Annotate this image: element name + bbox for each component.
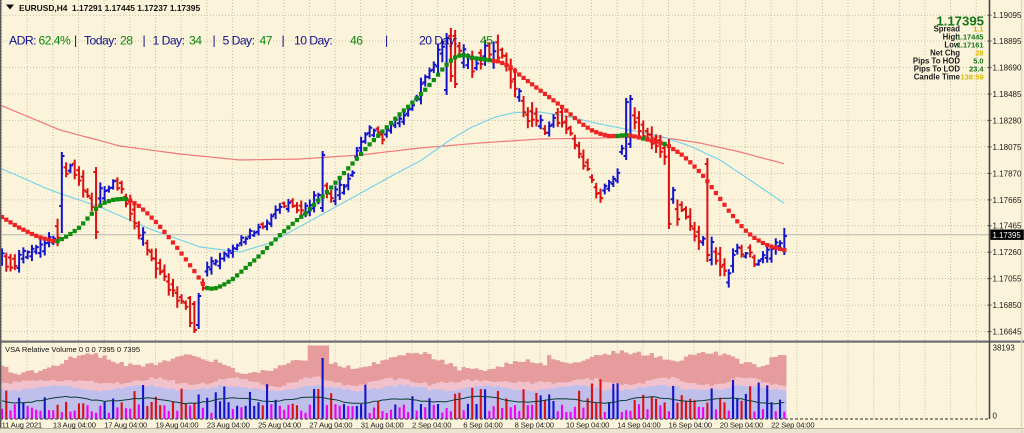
svg-text:5 Day:: 5 Day: (223, 34, 255, 48)
svg-text:1.1: 1.1 (973, 24, 983, 33)
svg-text:High: High (943, 32, 961, 41)
svg-text:Today:: Today: (84, 34, 117, 48)
svg-text:25 Aug 04:00: 25 Aug 04:00 (258, 421, 301, 430)
svg-text:62.4%: 62.4% (39, 34, 72, 48)
svg-text:1.18690: 1.18690 (993, 64, 1022, 73)
svg-text:17 Aug 04:00: 17 Aug 04:00 (104, 421, 147, 430)
svg-text:34: 34 (189, 34, 202, 48)
svg-text:1.17055: 1.17055 (993, 275, 1022, 284)
svg-text:Pips To HOD: Pips To HOD (913, 56, 960, 65)
svg-text:1.18485: 1.18485 (993, 90, 1022, 99)
svg-text:38193: 38193 (993, 344, 1016, 353)
svg-text:20 Day:: 20 Day: (419, 34, 457, 48)
svg-text:1.17465: 1.17465 (993, 222, 1022, 231)
svg-text:11 Aug 2021: 11 Aug 2021 (2, 421, 42, 430)
svg-text:28: 28 (120, 34, 133, 48)
svg-text:|: | (74, 34, 77, 48)
svg-text:1.17870: 1.17870 (993, 169, 1022, 178)
svg-text:10 Sep 04:00: 10 Sep 04:00 (566, 421, 609, 430)
svg-text:20 Sep 04:00: 20 Sep 04:00 (720, 421, 763, 430)
svg-text:Low: Low (944, 40, 961, 49)
svg-text:ADR:: ADR: (9, 34, 36, 48)
svg-text:10 Day:: 10 Day: (294, 34, 332, 48)
svg-text:|: | (385, 34, 388, 48)
svg-text:1.18280: 1.18280 (993, 116, 1022, 125)
svg-text:28: 28 (975, 48, 983, 57)
svg-text:1.17161: 1.17161 (957, 40, 984, 49)
svg-text:31 Aug 04:00: 31 Aug 04:00 (361, 421, 404, 430)
svg-text:Spread: Spread (934, 24, 961, 33)
svg-text:8 Sep 04:00: 8 Sep 04:00 (515, 421, 554, 430)
svg-text:EURUSD,H4 1.17291 1.17445 1.1: EURUSD,H4 1.17291 1.17445 1.17237 1.1739… (19, 3, 200, 13)
svg-text:14 Sep 04:00: 14 Sep 04:00 (617, 421, 660, 430)
svg-text:47: 47 (260, 34, 273, 48)
svg-text:|: | (143, 34, 146, 48)
svg-text:46: 46 (350, 34, 363, 48)
svg-text:1.16850: 1.16850 (993, 301, 1022, 310)
svg-text:27 Aug 04:00: 27 Aug 04:00 (309, 421, 352, 430)
svg-text:Candle Time: Candle Time (914, 72, 961, 81)
svg-text:1.17395: 1.17395 (993, 231, 1022, 240)
svg-text:1.17445: 1.17445 (957, 32, 984, 41)
svg-text:138:59: 138:59 (960, 72, 983, 81)
svg-text:Pips To LOD: Pips To LOD (914, 64, 961, 73)
svg-text:Net Chg: Net Chg (930, 48, 960, 57)
svg-text:VSA Relative Volume 0 0 0 7395: VSA Relative Volume 0 0 0 7395 0 7395 (5, 345, 140, 354)
svg-text:1 Day:: 1 Day: (153, 34, 185, 48)
svg-text:1.19095: 1.19095 (993, 11, 1022, 20)
svg-text:|: | (213, 34, 216, 48)
svg-text:1.16645: 1.16645 (993, 328, 1022, 337)
svg-text:2 Sep 04:00: 2 Sep 04:00 (412, 421, 451, 430)
svg-text:13 Aug 04:00: 13 Aug 04:00 (53, 421, 96, 430)
svg-text:22 Sep 04:00: 22 Sep 04:00 (771, 421, 814, 430)
svg-text:1.17665: 1.17665 (993, 196, 1022, 205)
svg-text:45: 45 (480, 34, 493, 48)
svg-text:19 Aug 04:00: 19 Aug 04:00 (156, 421, 199, 430)
svg-text:1.17260: 1.17260 (993, 248, 1022, 257)
svg-text:23.4: 23.4 (969, 64, 984, 73)
svg-text:5.0: 5.0 (973, 56, 983, 65)
svg-text:1.18895: 1.18895 (993, 37, 1022, 46)
svg-text:|: | (282, 34, 285, 48)
svg-text:23 Aug 04:00: 23 Aug 04:00 (207, 421, 250, 430)
svg-text:6 Sep 04:00: 6 Sep 04:00 (463, 421, 502, 430)
svg-text:1.18075: 1.18075 (993, 143, 1022, 152)
svg-text:0: 0 (993, 412, 998, 421)
svg-text:1.17395: 1.17395 (936, 14, 984, 29)
svg-text:16 Sep 04:00: 16 Sep 04:00 (669, 421, 712, 430)
